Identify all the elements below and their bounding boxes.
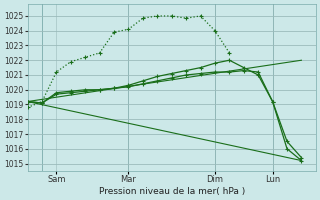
X-axis label: Pression niveau de la mer( hPa ): Pression niveau de la mer( hPa ): [99, 187, 245, 196]
